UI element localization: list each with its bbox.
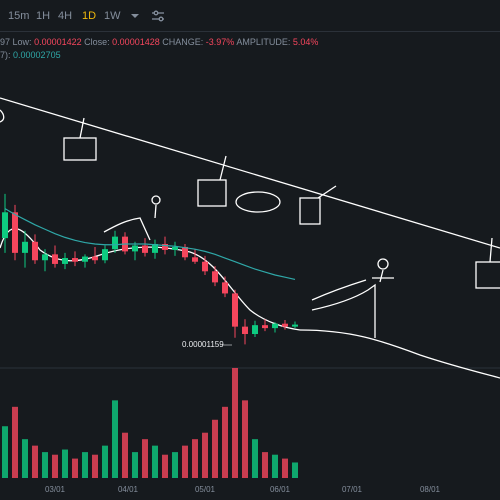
volume-bar [242, 400, 248, 478]
volume-bar [122, 432, 128, 478]
interval-button[interactable]: 4H [58, 10, 73, 22]
date-label: 05/01 [195, 485, 216, 494]
volume-bar [282, 458, 288, 478]
candle-body [242, 326, 248, 335]
candle-body [172, 246, 178, 250]
candle-body [182, 246, 188, 258]
volume-bar [172, 452, 178, 478]
volume-bar [232, 368, 238, 478]
low-price-label: 0.00001159 [182, 340, 224, 349]
header-value: 0.00001422 [34, 37, 82, 47]
volume-bar [252, 439, 258, 478]
candle-body [92, 256, 98, 261]
interval-button[interactable]: 1D [82, 10, 97, 22]
candle-body [42, 254, 48, 261]
volume-bar [202, 432, 208, 478]
volume-bar [272, 454, 278, 478]
toolbar: 15m 1H 4H 1D 1W [0, 0, 500, 32]
volume-bar [212, 419, 218, 478]
date-label: 04/01 [118, 485, 139, 494]
date-label: 07/01 [342, 485, 363, 494]
candle-body [232, 293, 238, 327]
volume-bar [42, 452, 48, 478]
header-text: AMPLITUDE: [236, 37, 291, 47]
toolbar-icons [131, 10, 164, 22]
candle-body [162, 244, 168, 250]
candle-body [32, 241, 38, 261]
candle-body [202, 261, 208, 272]
candle-body [292, 324, 298, 327]
volume-bar [182, 445, 188, 478]
doodles [0, 97, 500, 379]
date-label: 08/01 [420, 485, 441, 494]
candle-body [272, 323, 278, 329]
header-text: Low: [12, 37, 32, 47]
header-value: 0.00002705 [13, 50, 61, 60]
candle-body [62, 258, 68, 264]
date-axis: 03/01 04/01 05/01 06/01 07/01 08/01 [45, 485, 441, 494]
date-label: 06/01 [270, 485, 291, 494]
ohlc-header: 97 Low: 0.00001422 Close: 0.00001428 CHA… [0, 37, 318, 47]
candle-body [282, 323, 288, 327]
volume-bar [72, 458, 78, 478]
volume-bar [262, 452, 268, 478]
candle-body [142, 245, 148, 253]
volume-bar [22, 439, 28, 478]
ma-line [4, 208, 296, 281]
volume-bar [132, 452, 138, 478]
volume-bar [12, 406, 18, 478]
candle-body [212, 271, 218, 283]
interval-button[interactable]: 1H [36, 10, 51, 22]
volume-bar [92, 454, 98, 478]
volume-bar [152, 445, 158, 478]
volume-bar [192, 439, 198, 478]
volume-bar [102, 445, 108, 478]
volume-bar [142, 439, 148, 478]
candle-body [2, 212, 8, 239]
ma-header: 7): 0.00002705 [0, 50, 61, 60]
candle-body [252, 325, 258, 335]
volume-bar [292, 462, 298, 478]
candle-body [112, 236, 118, 250]
candle-body [132, 245, 138, 252]
date-label: 03/01 [45, 485, 66, 494]
interval-button[interactable]: 1W [104, 10, 121, 22]
candle-body [152, 244, 158, 253]
header-value: 0.00001428 [112, 37, 160, 47]
volume-bar [2, 426, 8, 478]
volume-bar [32, 445, 38, 478]
candle-body [102, 249, 108, 261]
volume-bar [82, 452, 88, 478]
candle-body [12, 212, 18, 253]
candle-body [262, 325, 268, 329]
more-icon[interactable] [131, 14, 139, 18]
candle-body [82, 256, 88, 262]
candle-body [52, 254, 58, 264]
volume-bar [112, 400, 118, 478]
settings-icon[interactable] [152, 10, 164, 22]
header-text: 97 [0, 37, 11, 47]
header-value: -3.97% [205, 37, 235, 47]
header-text: 7): [0, 50, 11, 60]
candle-body [192, 257, 198, 262]
volume-bar [62, 449, 68, 478]
candle-body [72, 258, 78, 262]
candle-body [22, 241, 28, 253]
header-value: 5.04% [292, 37, 319, 47]
volume-bar [162, 454, 168, 478]
header-text: CHANGE: [162, 37, 204, 47]
volume-bar [222, 406, 228, 478]
interval-button[interactable]: 15m [8, 10, 30, 22]
candle-body [222, 282, 228, 294]
header-text: Close: [84, 37, 110, 47]
volume-bar [52, 454, 58, 478]
